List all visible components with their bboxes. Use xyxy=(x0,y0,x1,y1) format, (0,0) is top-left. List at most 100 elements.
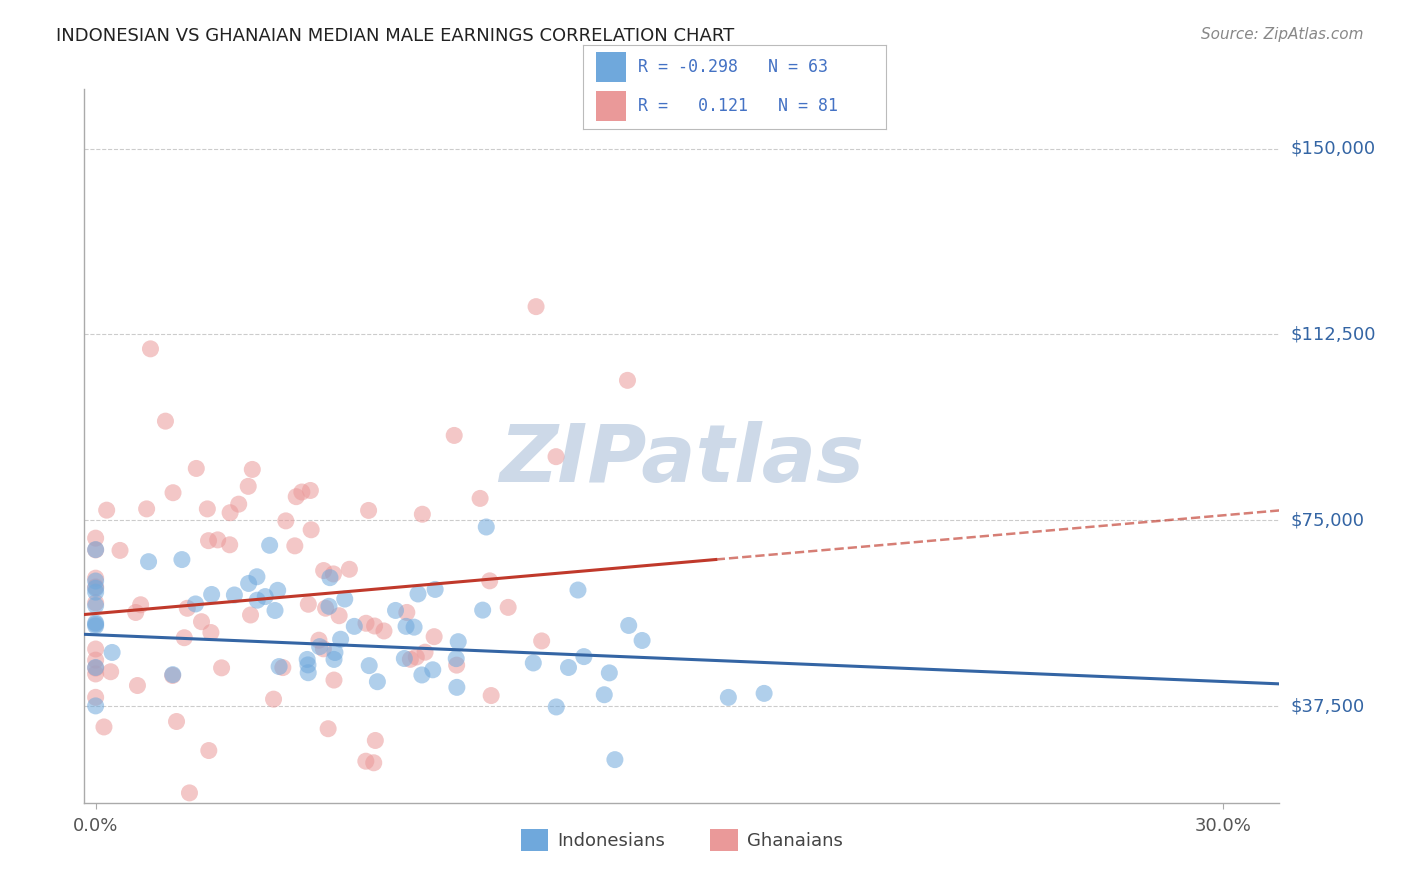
Point xyxy=(264,603,287,617)
Point xyxy=(176,601,198,615)
Point xyxy=(354,616,377,631)
Point xyxy=(125,606,148,620)
Point xyxy=(299,523,322,537)
Point xyxy=(479,689,502,703)
Point xyxy=(329,632,352,647)
Point xyxy=(312,641,335,656)
Point xyxy=(84,531,107,545)
Point xyxy=(271,660,294,674)
Text: R = -0.298   N = 63: R = -0.298 N = 63 xyxy=(638,58,828,76)
Point xyxy=(297,657,319,672)
Point xyxy=(201,587,224,601)
Point xyxy=(100,665,122,679)
Point xyxy=(363,756,385,770)
Point xyxy=(162,485,184,500)
Point xyxy=(291,485,314,500)
Point xyxy=(84,660,107,674)
Point xyxy=(384,603,406,617)
Point xyxy=(337,562,360,576)
Point xyxy=(544,450,567,464)
Point xyxy=(363,619,385,633)
Point xyxy=(285,490,308,504)
Point xyxy=(411,508,433,522)
Point xyxy=(197,533,219,548)
Point xyxy=(101,645,124,659)
Point xyxy=(224,588,246,602)
Point xyxy=(284,539,307,553)
Point xyxy=(295,652,318,666)
Point xyxy=(373,624,395,638)
Point xyxy=(471,603,494,617)
Point xyxy=(139,342,162,356)
Point xyxy=(366,674,388,689)
Point xyxy=(84,596,107,610)
Point xyxy=(496,600,519,615)
Point xyxy=(240,462,263,476)
Point xyxy=(322,566,344,581)
Point xyxy=(228,497,250,511)
Point xyxy=(315,601,337,615)
Point xyxy=(444,651,467,665)
Point xyxy=(84,617,107,632)
Point xyxy=(166,714,188,729)
Point xyxy=(475,520,498,534)
Text: ZIPatlas: ZIPatlas xyxy=(499,421,865,500)
Point xyxy=(267,583,290,598)
Point xyxy=(522,656,544,670)
Point xyxy=(359,658,381,673)
Point xyxy=(190,615,212,629)
Point xyxy=(308,640,330,654)
Point xyxy=(186,461,208,475)
Point xyxy=(84,667,107,681)
Point xyxy=(530,634,553,648)
Point xyxy=(572,649,595,664)
Point xyxy=(84,698,107,713)
Point xyxy=(239,607,262,622)
Point xyxy=(328,608,350,623)
Point xyxy=(219,506,242,520)
Point xyxy=(319,571,342,585)
Point xyxy=(263,692,285,706)
Point xyxy=(84,653,107,667)
Point xyxy=(357,503,380,517)
Point xyxy=(162,668,184,682)
Point xyxy=(246,593,269,607)
Point xyxy=(395,619,418,633)
Point xyxy=(323,652,346,666)
Point xyxy=(316,722,339,736)
Point xyxy=(617,618,640,632)
Point xyxy=(179,786,201,800)
Point xyxy=(184,597,207,611)
Point xyxy=(84,690,107,705)
Point xyxy=(404,620,426,634)
Point xyxy=(567,582,589,597)
Point xyxy=(135,501,157,516)
Point xyxy=(297,597,319,611)
Point xyxy=(447,634,470,648)
Text: $75,000: $75,000 xyxy=(1291,511,1365,529)
Point xyxy=(84,661,107,675)
Point xyxy=(546,700,568,714)
Point xyxy=(299,483,322,498)
Point xyxy=(593,688,616,702)
Point xyxy=(323,673,346,687)
Point xyxy=(354,754,377,768)
Point xyxy=(616,373,638,387)
Point xyxy=(308,633,330,648)
Point xyxy=(297,665,319,680)
Text: $112,500: $112,500 xyxy=(1291,326,1376,343)
Point xyxy=(84,599,107,613)
Point xyxy=(127,679,149,693)
FancyBboxPatch shape xyxy=(596,53,626,82)
Point xyxy=(218,538,240,552)
Point xyxy=(207,533,229,547)
Point xyxy=(84,619,107,633)
Point xyxy=(411,668,433,682)
Point xyxy=(478,574,501,588)
Point xyxy=(84,571,107,585)
Point xyxy=(84,574,107,588)
Point xyxy=(274,514,297,528)
Point xyxy=(269,659,291,673)
Text: R =   0.121   N = 81: R = 0.121 N = 81 xyxy=(638,97,838,115)
Point xyxy=(238,479,260,493)
